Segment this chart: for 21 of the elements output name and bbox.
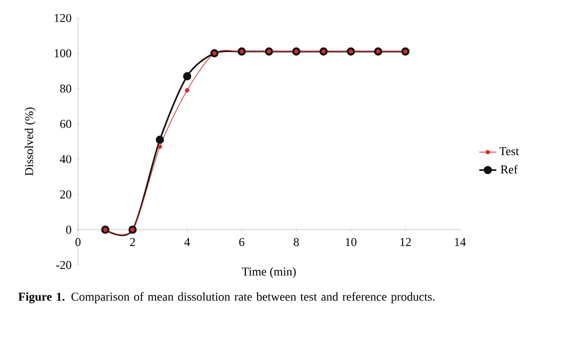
y-tick-label: 0 [66, 226, 72, 234]
text: Figure 1. Comparison of mean dissolution rate between test and reference products. [18, 292, 434, 304]
y-tick-label: -20 [56, 260, 72, 270]
legend-label: Ref [500, 164, 518, 174]
x-tick-label: 6 [239, 238, 244, 246]
y-tick-label: 60 [60, 120, 72, 128]
x-tick-label: 2 [130, 238, 135, 246]
y-tick-label: 100 [54, 49, 72, 58]
y-tick-label: 40 [60, 155, 72, 164]
x-tick-label: 8 [294, 238, 299, 246]
legend-label: Test [499, 147, 519, 156]
x-tick-label: 12 [400, 238, 411, 246]
y-tick-label: 120 [54, 14, 72, 22]
x-tick-label: 10 [346, 238, 356, 246]
y-tick-label: 20 [60, 190, 72, 198]
y-tick-label: 80 [60, 84, 72, 93]
x-tick-label: 4 [184, 238, 190, 246]
x-axis-title: Time (min) [242, 267, 296, 278]
y-axis-title: Dissolved (%) [24, 108, 36, 176]
x-tick-label: 14 [455, 238, 466, 246]
x-tick-label: 0 [75, 238, 81, 246]
